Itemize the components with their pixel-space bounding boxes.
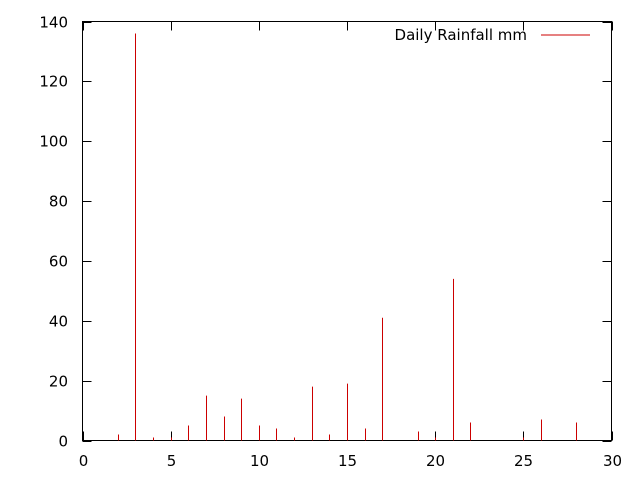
- x-tick-label: 10: [250, 452, 269, 470]
- x-tick-label: 5: [167, 452, 177, 470]
- plot-frame: [82, 21, 612, 441]
- legend: Daily Rainfall mm: [395, 26, 590, 44]
- y-tick-label: 100: [39, 133, 68, 151]
- impulse-series: [118, 33, 577, 441]
- x-tick-label: 15: [338, 452, 357, 470]
- legend-label: Daily Rainfall mm: [395, 26, 527, 44]
- y-tick-label: 40: [49, 313, 68, 331]
- y-tick-label: 60: [49, 253, 68, 271]
- y-tick-label: 80: [49, 193, 68, 211]
- x-tick-label: 0: [79, 452, 89, 470]
- x-tick-label: 20: [426, 452, 445, 470]
- y-tick-label: 140: [39, 14, 68, 32]
- y-tick-label: 0: [58, 433, 68, 451]
- axis-ticks: 0 5 10 15 20 25 30 0 20 40 60 80 100 120 140: [39, 14, 622, 471]
- x-tick-label: 25: [514, 452, 533, 470]
- x-tick-label: 30: [603, 452, 622, 470]
- y-tick-label: 120: [39, 73, 68, 91]
- y-tick-label: 20: [49, 373, 68, 391]
